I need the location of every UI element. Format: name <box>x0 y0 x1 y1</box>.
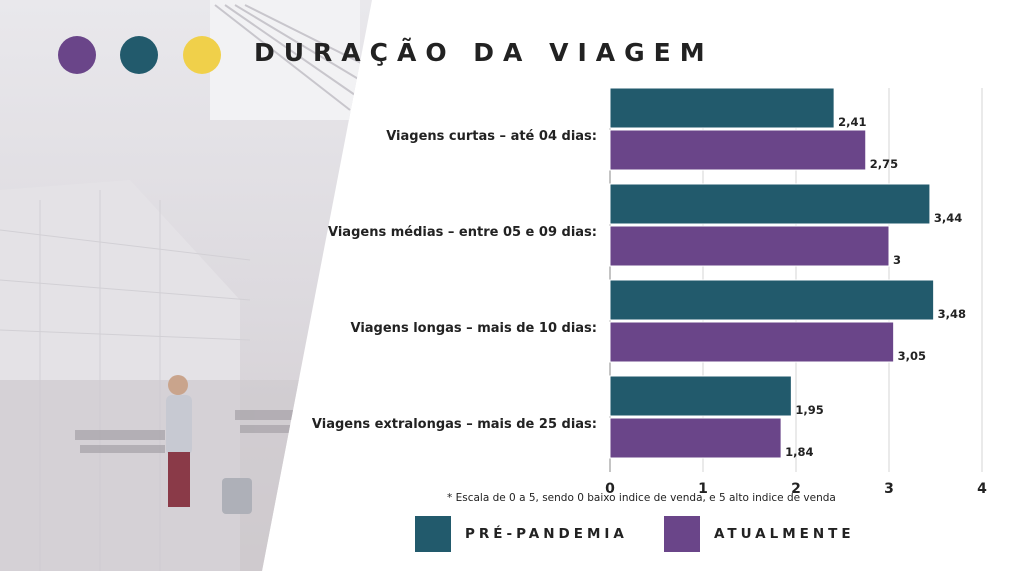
data-label: 3,48 <box>938 307 966 321</box>
legend-label-atualmente: ATUALMENTE <box>714 526 855 542</box>
legend-label-pre-pandemia: PRÉ-PANDEMIA <box>465 526 628 542</box>
bar <box>609 321 895 363</box>
data-label: 1,95 <box>795 403 823 417</box>
scale-footnote: * Escala de 0 a 5, sendo 0 baixo indice … <box>447 492 836 504</box>
page-title: DURAÇÃO DA VIAGEM <box>254 38 714 67</box>
bar <box>609 87 835 129</box>
data-label: 3,44 <box>934 211 962 225</box>
bar <box>609 279 935 321</box>
legend-swatch-atualmente <box>664 516 700 552</box>
data-label: 3 <box>893 253 901 267</box>
category-label: Viagens curtas – até 04 dias: <box>386 129 597 144</box>
teal-dot-icon <box>120 36 158 74</box>
data-label: 2,41 <box>838 115 866 129</box>
tick-label: 2 <box>791 481 801 497</box>
category-label: Viagens extralongas – mais de 25 dias: <box>312 417 597 432</box>
tick-label: 1 <box>698 481 708 497</box>
category-label: Viagens longas – mais de 10 dias: <box>351 321 598 336</box>
purple-dot-icon <box>58 36 96 74</box>
bar <box>609 183 931 225</box>
tick-label: 4 <box>977 481 987 497</box>
data-label: 3,05 <box>898 349 926 363</box>
data-label: 1,84 <box>785 445 813 459</box>
tick-label: 3 <box>884 481 894 497</box>
legend-swatch-pre-pandemia <box>415 516 451 552</box>
legend-item-pre-pandemia: PRÉ-PANDEMIA <box>415 516 628 552</box>
tick-label: 0 <box>605 481 615 497</box>
yellow-dot-icon <box>183 36 221 74</box>
bar <box>609 129 867 171</box>
bar <box>609 375 792 417</box>
legend-item-atualmente: ATUALMENTE <box>664 516 855 552</box>
bar <box>609 225 890 267</box>
bar <box>609 417 782 459</box>
data-label: 2,75 <box>870 157 898 171</box>
category-label: Viagens médias – entre 05 e 09 dias: <box>328 225 597 240</box>
